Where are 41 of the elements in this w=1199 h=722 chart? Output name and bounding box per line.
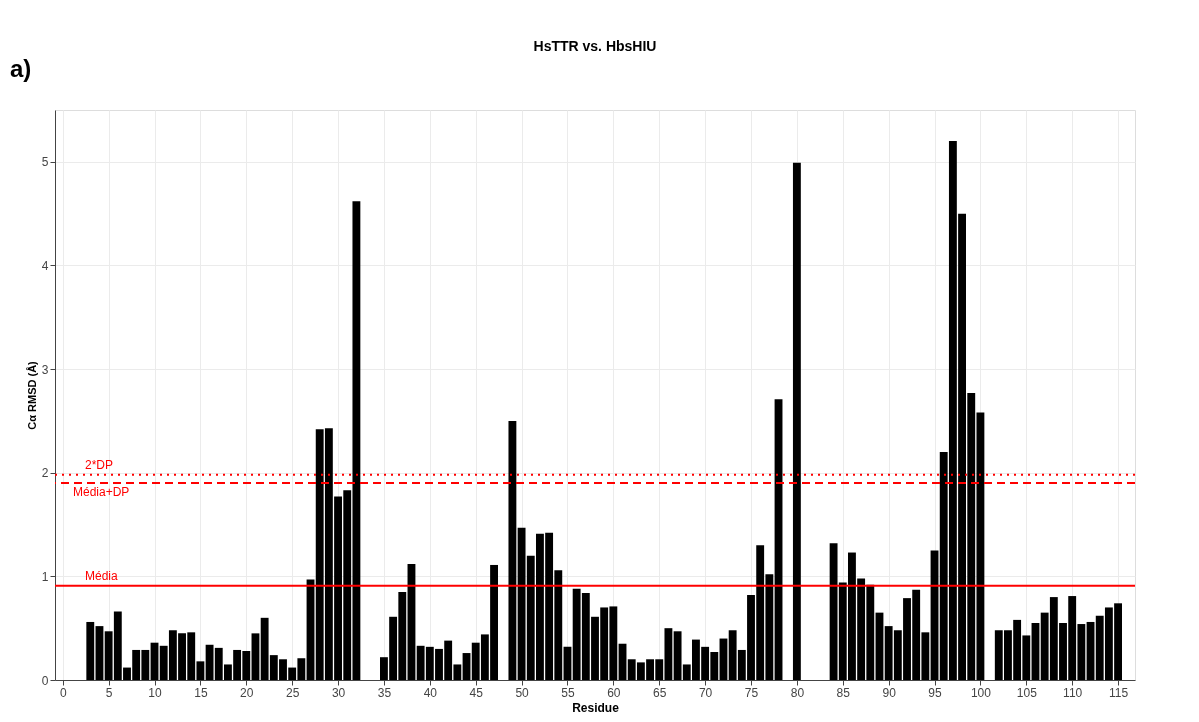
ref-line-label: 2*DP [85,457,114,472]
x-tick-label: 20 [240,685,254,700]
x-tick-label: 90 [882,685,897,700]
bar [508,420,517,680]
y-axis-title: Cα RMSD (Å) [25,360,38,430]
ref-line-label: Média [85,568,119,583]
x-tick-label: 0 [59,685,67,700]
x-tick-label: 85 [836,685,851,700]
x-tick-label: 30 [331,685,346,700]
text: a) [10,55,32,82]
x-tick-label: 55 [561,685,575,700]
x-tick-label: 45 [469,685,484,700]
x-tick-label: 100 [970,685,992,700]
x-tick-label: 105 [1016,685,1038,700]
x-tick-label: 75 [744,685,759,700]
chart-title: HsTTR vs. HbsHIU [533,38,657,54]
x-tick-label: 35 [377,685,392,700]
x-tick-label: 95 [928,685,943,700]
y-tick-label: 0 [41,673,49,688]
x-tick-label: 115 [1109,685,1129,700]
x-axis-title: Residue [572,700,620,715]
x-tick-label: 50 [515,685,530,700]
x-tick-label: 110 [1063,685,1083,700]
x-tick-label: 15 [194,685,208,700]
x-tick-label: 40 [423,685,438,700]
ref-line-label: Média+DP [73,485,130,500]
x-tick-label: 25 [285,685,300,700]
x-tick-label: 5 [105,685,113,700]
x-tick-label: 65 [653,685,667,700]
y-tick-label: 3 [41,362,49,377]
y-tick-label: 4 [41,258,49,273]
y-tick-label: 5 [41,155,49,170]
x-tick-label: 60 [607,685,621,700]
bar [251,633,260,680]
x-tick-label: 80 [790,685,805,700]
bar [86,621,95,680]
bar [792,162,801,680]
y-tick-label: 2 [41,466,49,481]
x-tick-label: 10 [148,685,163,700]
x-tick-label: 70 [698,685,713,700]
y-tick-label: 1 [41,569,49,584]
